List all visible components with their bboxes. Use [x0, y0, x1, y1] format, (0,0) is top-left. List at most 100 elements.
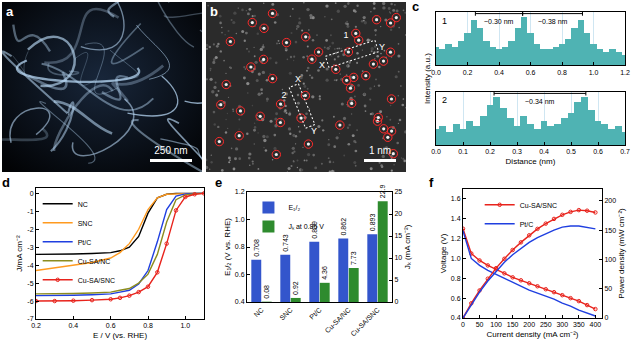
svg-text:-5: -5 [27, 280, 33, 287]
svg-text:50: 50 [604, 285, 612, 292]
svg-text:~0.34 nm: ~0.34 nm [525, 98, 555, 105]
svg-text:Pt/C: Pt/C [78, 239, 92, 246]
svg-text:Voltage (V): Voltage (V) [439, 233, 448, 273]
svg-text:0.8: 0.8 [143, 322, 153, 329]
svg-text:400: 400 [590, 321, 602, 328]
svg-text:E / V (vs. RHE): E / V (vs. RHE) [93, 331, 148, 340]
svg-text:1.2: 1.2 [620, 69, 630, 76]
svg-text:Cu-SA/SNC: Cu-SA/SNC [349, 306, 380, 337]
svg-text:0.08: 0.08 [263, 285, 270, 299]
svg-text:Distance (nm): Distance (nm) [506, 157, 556, 166]
svg-text:0.6: 0.6 [593, 148, 603, 155]
svg-text:SNC: SNC [78, 220, 93, 227]
svg-text:Current density (mA cm⁻²): Current density (mA cm⁻²) [487, 330, 579, 339]
svg-text:0.2: 0.2 [463, 69, 473, 76]
svg-text:300: 300 [556, 321, 568, 328]
svg-text:Intensity (a.u.): Intensity (a.u.) [423, 53, 432, 104]
svg-text:1.0: 1.0 [180, 322, 190, 329]
svg-text:1 nm: 1 nm [369, 145, 391, 156]
svg-text:10: 10 [394, 254, 402, 261]
svg-text:1.0: 1.0 [235, 216, 245, 223]
svg-text:0: 0 [461, 321, 465, 328]
svg-text:E₁/₂: E₁/₂ [288, 204, 300, 211]
svg-text:0.8: 0.8 [235, 243, 245, 250]
svg-text:-7: -7 [27, 315, 33, 322]
svg-text:0.2: 0.2 [31, 322, 41, 329]
svg-text:200: 200 [604, 197, 616, 204]
svg-text:Pt/C: Pt/C [308, 306, 323, 321]
svg-text:0.8: 0.8 [557, 69, 567, 76]
svg-text:0.1: 0.1 [458, 148, 468, 155]
svg-text:150: 150 [507, 321, 519, 328]
svg-text:15: 15 [394, 232, 402, 239]
svg-text:1: 1 [343, 30, 348, 40]
svg-text:100: 100 [490, 321, 502, 328]
svg-text:Jₖ at 0.85 V: Jₖ at 0.85 V [288, 223, 324, 230]
svg-text:1.2: 1.2 [451, 235, 461, 242]
svg-text:0.2: 0.2 [485, 148, 495, 155]
svg-text:Y: Y [379, 42, 385, 52]
svg-text:0.92: 0.92 [292, 281, 299, 295]
svg-text:1.2: 1.2 [235, 188, 245, 195]
svg-text:2: 2 [281, 90, 286, 100]
svg-text:-2: -2 [27, 226, 33, 233]
svg-text:0.6: 0.6 [106, 322, 116, 329]
svg-text:SNC: SNC [278, 306, 293, 321]
svg-text:25: 25 [394, 188, 402, 195]
svg-text:2: 2 [442, 95, 447, 105]
svg-text:-6: -6 [27, 298, 33, 305]
svg-text:Pt/C: Pt/C [520, 221, 534, 228]
svg-text:0.4: 0.4 [494, 69, 504, 76]
svg-text:Cu-SA/SNC: Cu-SA/SNC [520, 202, 557, 209]
svg-text:-1: -1 [27, 208, 33, 215]
svg-text:1: 1 [442, 16, 447, 26]
svg-text:0.6: 0.6 [235, 271, 245, 278]
svg-text:50: 50 [476, 321, 484, 328]
svg-text:250: 250 [540, 321, 552, 328]
svg-text:350: 350 [573, 321, 585, 328]
svg-text:NC: NC [78, 201, 88, 208]
svg-text:0.4: 0.4 [235, 298, 245, 305]
svg-text:0: 0 [394, 298, 398, 305]
svg-text:Cu-SA/NC: Cu-SA/NC [78, 258, 111, 265]
svg-text:1.6: 1.6 [451, 195, 461, 202]
svg-text:0.893: 0.893 [369, 214, 376, 232]
svg-text:200: 200 [523, 321, 535, 328]
svg-text:Cu-SA/SNC: Cu-SA/SNC [78, 277, 115, 284]
svg-text:NC: NC [253, 306, 265, 318]
svg-text:0.4: 0.4 [68, 322, 78, 329]
svg-text:~0.30 nm: ~0.30 nm [484, 18, 514, 25]
svg-text:0.8: 0.8 [451, 275, 461, 282]
svg-text:1.4: 1.4 [451, 215, 461, 222]
svg-text:0.6: 0.6 [526, 69, 536, 76]
svg-text:E₁/₂ (V vs. RHE): E₁/₂ (V vs. RHE) [223, 218, 232, 276]
svg-text:150: 150 [604, 227, 616, 234]
svg-text:0.862: 0.862 [340, 218, 347, 236]
svg-text:22.9: 22.9 [379, 185, 386, 199]
svg-text:0.0: 0.0 [431, 69, 441, 76]
svg-text:7.73: 7.73 [350, 251, 357, 265]
svg-text:100: 100 [604, 256, 616, 263]
svg-text:250 nm: 250 nm [154, 145, 187, 156]
svg-text:5: 5 [394, 276, 398, 283]
svg-text:0.708: 0.708 [253, 239, 260, 257]
svg-text:20: 20 [394, 210, 402, 217]
svg-text:Y: Y [311, 126, 317, 136]
svg-text:4.36: 4.36 [321, 266, 328, 280]
svg-text:0.5: 0.5 [566, 148, 576, 155]
svg-text:Power density (mW cm⁻²): Power density (mW cm⁻²) [617, 208, 626, 299]
svg-text:1.0: 1.0 [589, 69, 599, 76]
svg-text:0.3: 0.3 [512, 148, 522, 155]
svg-text:J/mA cm⁻²: J/mA cm⁻² [15, 235, 24, 272]
svg-text:0.6: 0.6 [451, 295, 461, 302]
svg-text:-3: -3 [27, 244, 33, 251]
svg-text:0: 0 [30, 190, 34, 197]
svg-text:0.0: 0.0 [431, 148, 441, 155]
svg-text:~0.38 nm: ~0.38 nm [538, 18, 568, 25]
svg-text:Jₖ (mA cm⁻²): Jₖ (mA cm⁻²) [403, 224, 412, 269]
svg-text:X: X [319, 60, 325, 70]
svg-text:0: 0 [604, 314, 608, 321]
svg-text:0.7: 0.7 [620, 148, 630, 155]
svg-text:-4: -4 [27, 262, 33, 269]
svg-text:0.4: 0.4 [451, 314, 461, 321]
